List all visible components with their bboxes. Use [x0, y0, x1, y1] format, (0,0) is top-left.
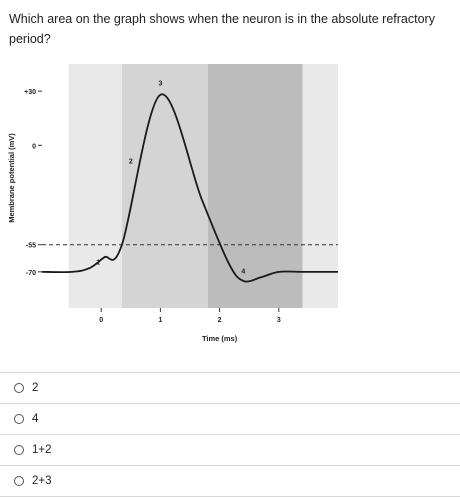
shaded-region-1 [68, 64, 122, 308]
shaded-region-2 [121, 64, 208, 308]
answer-option-label: 1+2 [32, 444, 52, 456]
y-tick-label: 0 [32, 143, 36, 150]
membrane-potential-curve [41, 93, 338, 283]
x-tick-label: 1 [158, 317, 162, 324]
radio-button[interactable] [14, 383, 24, 393]
answer-option-4[interactable]: 2+3 [0, 465, 460, 497]
phase-label-4: 4 [241, 269, 245, 276]
answer-option-label: 4 [32, 413, 39, 425]
question-text: Which area on the graph shows when the n… [9, 12, 435, 46]
x-tick-label: 3 [277, 317, 281, 324]
shaded-region-4 [302, 64, 338, 308]
radio-button[interactable] [14, 445, 24, 455]
radio-button[interactable] [14, 476, 24, 486]
x-tick-label: 2 [218, 317, 222, 324]
phase-label-2: 2 [129, 158, 133, 165]
answer-options: 2 4 1+2 2+3 [0, 372, 460, 497]
shaded-region-3 [207, 64, 303, 308]
y-tick-label: -55 [26, 243, 36, 250]
answer-option-3[interactable]: 1+2 [0, 434, 460, 465]
phase-label-1: 1 [96, 260, 100, 267]
answer-option-label: 2 [32, 382, 39, 394]
phase-label-3: 3 [158, 81, 162, 88]
answer-option-1[interactable]: 2 [0, 372, 460, 403]
y-axis-label: Membrane potential (mV) [7, 133, 16, 223]
y-tick-label: -70 [26, 270, 36, 277]
answer-option-2[interactable]: 4 [0, 403, 460, 434]
radio-button[interactable] [14, 414, 24, 424]
y-tick-label: +30 [24, 89, 36, 96]
x-tick-label: 0 [99, 317, 103, 324]
action-potential-figure: +30 0 -55 -70 0 1 2 3 Time (ms) Membrane potentia… [0, 58, 350, 358]
x-axis-label: Time (ms) [202, 334, 238, 343]
answer-option-label: 2+3 [32, 475, 52, 487]
action-potential-chart: +30 0 -55 -70 0 1 2 3 Time (ms) Membrane potentia… [7, 64, 338, 343]
